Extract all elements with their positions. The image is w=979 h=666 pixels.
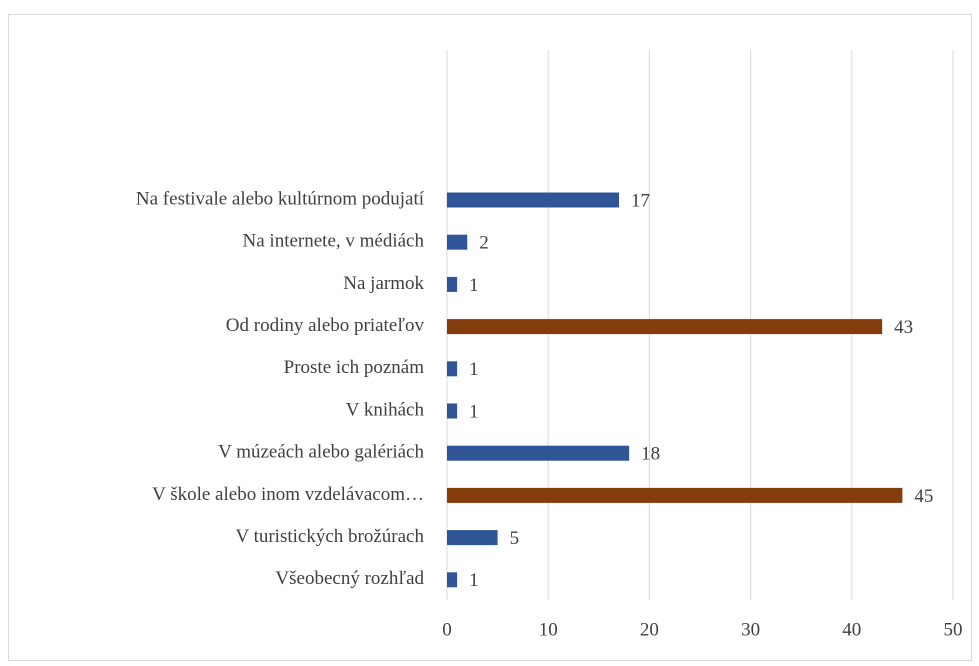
bar bbox=[447, 403, 458, 419]
bar bbox=[447, 572, 458, 588]
data-label: 1 bbox=[469, 401, 479, 422]
bar bbox=[447, 361, 458, 377]
y-tick-label: Na internete, v médiách bbox=[243, 231, 425, 252]
x-tick-label: 40 bbox=[842, 619, 861, 640]
y-tick-label: Proste ich poznám bbox=[284, 357, 425, 378]
bar bbox=[447, 487, 903, 503]
bar bbox=[447, 319, 883, 335]
data-label: 45 bbox=[914, 486, 933, 507]
y-tick-label: V knihách bbox=[346, 399, 425, 420]
data-label: 1 bbox=[469, 570, 479, 591]
y-tick-label: V škole alebo inom vzdelávacom… bbox=[152, 484, 424, 505]
x-tick-label: 10 bbox=[539, 619, 558, 640]
x-tick-label: 0 bbox=[442, 619, 452, 640]
y-tick-label: V múzeách alebo galériách bbox=[218, 442, 424, 463]
y-tick-label: Na festivale alebo kultúrnom podujatí bbox=[136, 188, 425, 209]
x-tick-label: 30 bbox=[741, 619, 760, 640]
bar bbox=[447, 234, 468, 250]
x-tick-label: 50 bbox=[944, 619, 963, 640]
bar bbox=[447, 276, 458, 292]
data-label: 43 bbox=[894, 317, 913, 338]
bar bbox=[447, 192, 620, 208]
data-label: 5 bbox=[510, 528, 519, 549]
y-tick-label: Od rodiny alebo priateľov bbox=[226, 315, 425, 336]
data-label: 2 bbox=[479, 233, 489, 254]
y-tick-label: Na jarmok bbox=[343, 273, 424, 294]
data-label: 18 bbox=[641, 444, 660, 465]
bar bbox=[447, 530, 498, 546]
data-label: 17 bbox=[631, 190, 650, 211]
y-tick-label: V turistických brožúrach bbox=[235, 526, 424, 547]
bar bbox=[447, 445, 630, 461]
x-tick-label: 20 bbox=[640, 619, 659, 640]
y-tick-label: Všeobecný rozhľad bbox=[275, 568, 424, 589]
chart-frame bbox=[8, 14, 972, 661]
data-label: 1 bbox=[469, 275, 479, 296]
data-label: 1 bbox=[469, 359, 479, 380]
